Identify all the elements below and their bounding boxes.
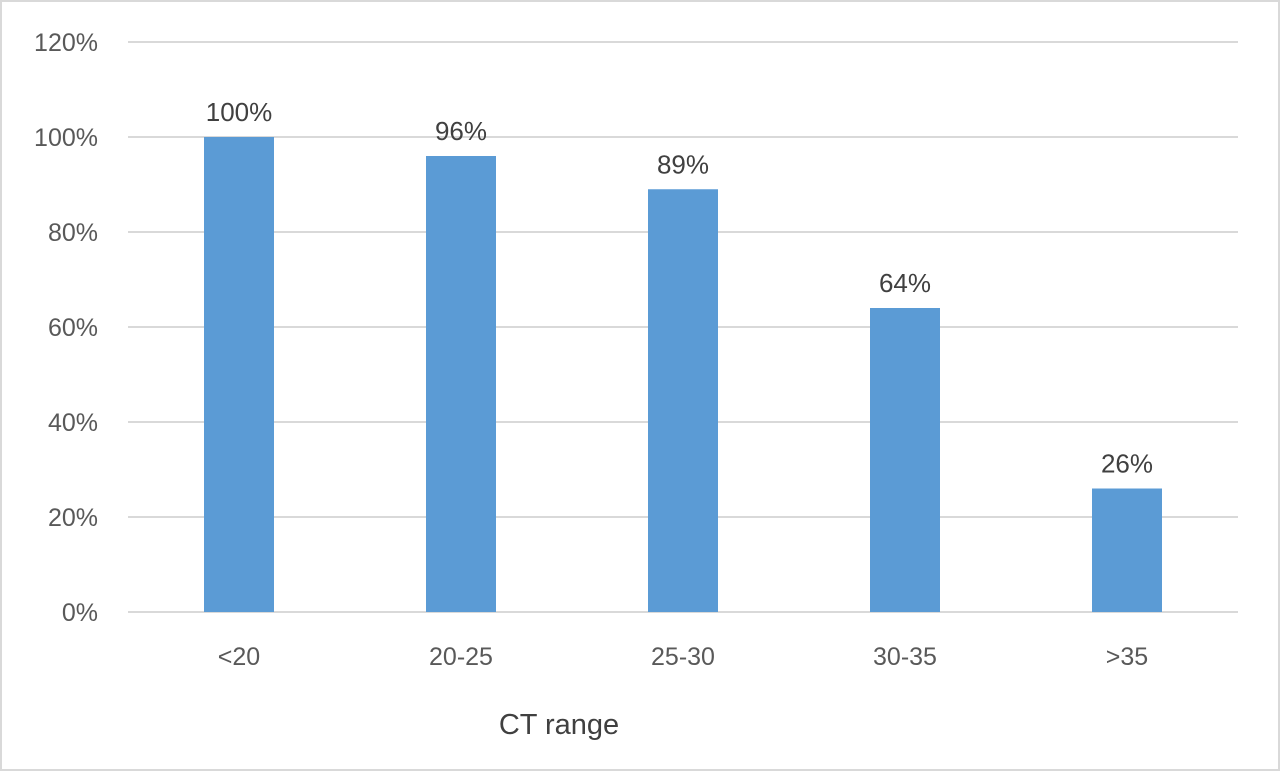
- bar-1: [426, 156, 496, 612]
- y-tick-label: 80%: [48, 219, 98, 247]
- y-axis-tick-labels: 0% 20% 40% 60% 80% 100% 120%: [34, 29, 98, 627]
- bar-3: [870, 308, 940, 612]
- x-tick-label: >35: [1106, 643, 1148, 671]
- y-tick-label: 40%: [48, 409, 98, 437]
- x-axis-title: CT range: [499, 709, 619, 741]
- bar-2: [648, 189, 718, 612]
- data-label: 100%: [206, 97, 273, 127]
- x-tick-label: 25-30: [651, 643, 715, 671]
- y-tick-label: 0%: [62, 599, 98, 627]
- x-tick-label: 20-25: [429, 643, 493, 671]
- data-label: 26%: [1101, 449, 1153, 479]
- bar-0: [204, 137, 274, 612]
- y-tick-label: 60%: [48, 314, 98, 342]
- y-tick-label: 20%: [48, 504, 98, 532]
- data-label: 89%: [657, 149, 709, 179]
- bars: [204, 137, 1162, 612]
- y-tick-label: 100%: [34, 124, 98, 152]
- x-tick-label: <20: [218, 643, 260, 671]
- data-labels: 100% 96% 89% 64% 26%: [206, 97, 1153, 479]
- x-tick-label: 30-35: [873, 643, 937, 671]
- x-axis-tick-labels: <20 20-25 25-30 30-35 >35: [218, 643, 1148, 671]
- bar-4: [1092, 488, 1162, 612]
- data-label: 64%: [879, 268, 931, 298]
- data-label: 96%: [435, 116, 487, 146]
- y-tick-label: 120%: [34, 29, 98, 57]
